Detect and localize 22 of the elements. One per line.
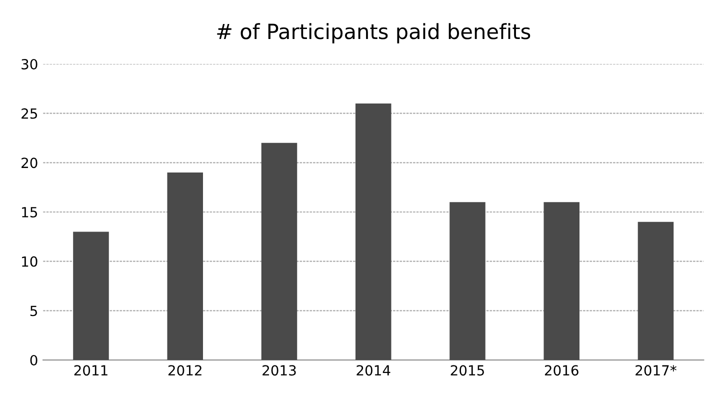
bar [73,232,109,360]
bar [261,142,298,360]
x-tick-label: 2016 [544,365,578,376]
x-tick-label: 2013 [262,365,296,376]
x-tick-label: 2015 [450,365,484,376]
y-tick-label: 25 [22,108,38,119]
chart-title: # of Participants paid benefits [217,23,530,44]
bar [167,172,203,360]
y-tick-label: 5 [30,306,38,316]
y-tick-label: 10 [22,256,38,267]
x-tick-label: 2017* [636,365,676,376]
y-tick-label: 0 [30,354,38,366]
bar [544,202,580,360]
bar [450,202,486,360]
bar [355,103,392,360]
y-tick-label: 30 [22,58,38,70]
x-tick-label: 2011 [74,365,108,376]
bar [638,222,674,360]
x-tick-label: 2012 [168,365,202,376]
x-tick-label: 2014 [356,365,390,376]
y-tick-label: 20 [22,158,38,168]
y-tick-label: 15 [22,207,38,218]
